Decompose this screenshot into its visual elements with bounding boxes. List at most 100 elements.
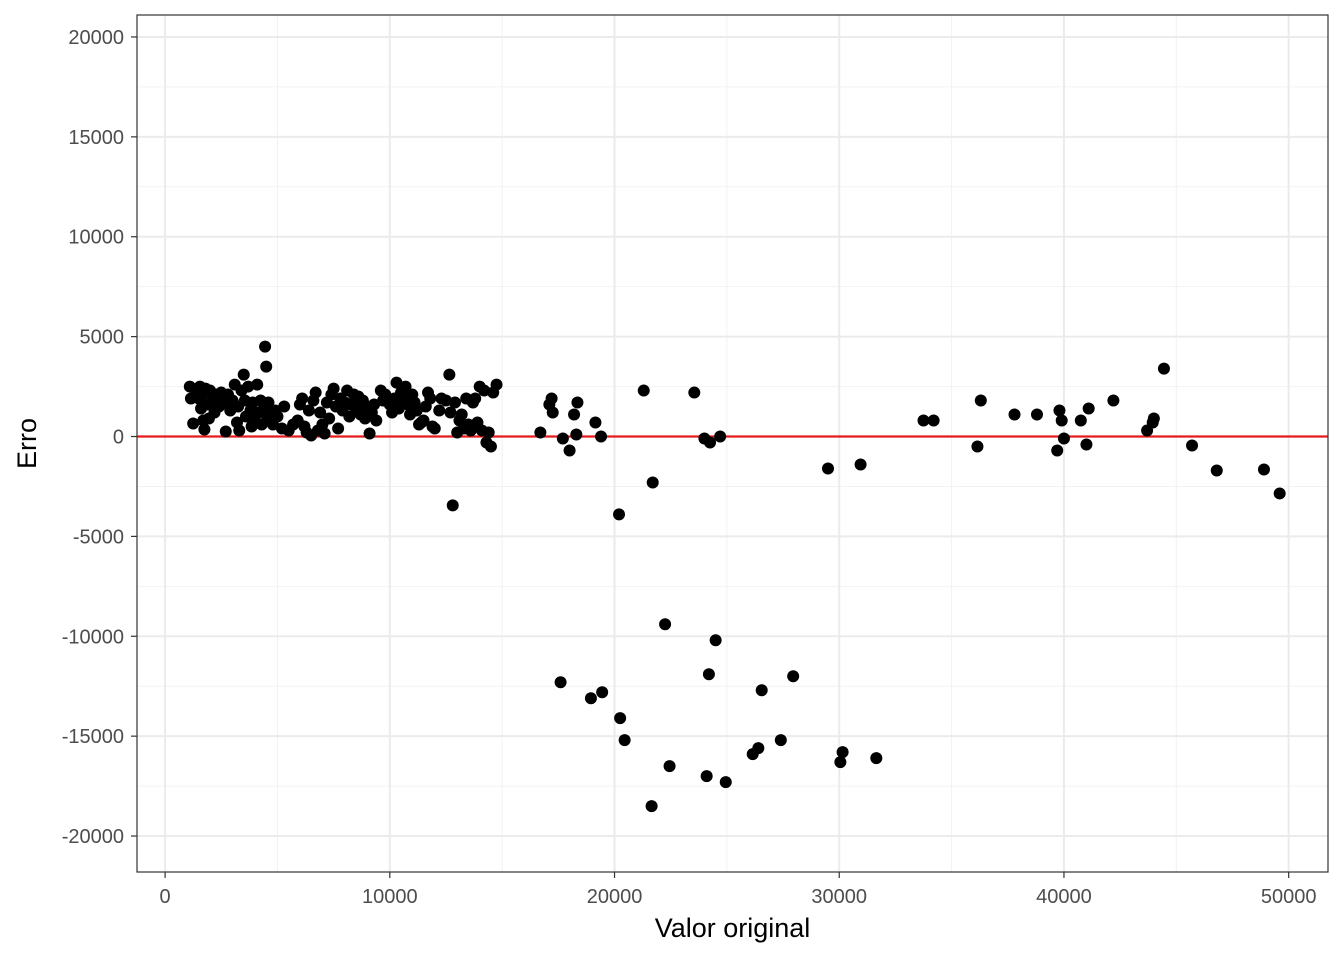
data-point (1055, 414, 1068, 427)
data-point (1186, 439, 1199, 452)
data-point (1074, 414, 1087, 427)
data-point (637, 384, 650, 397)
data-point (974, 394, 987, 407)
x-tick-label: 50000 (1261, 886, 1317, 908)
data-point (1051, 444, 1064, 457)
data-point (971, 440, 984, 453)
data-point (318, 427, 331, 440)
data-point (448, 396, 461, 409)
minor-grid (137, 15, 1328, 872)
data-point (563, 444, 576, 457)
data-point (370, 414, 383, 427)
y-tick-label: -5000 (73, 526, 124, 548)
data-point (534, 426, 547, 439)
data-point (570, 428, 583, 441)
data-point (251, 378, 264, 391)
y-axis-title: Erro (12, 418, 42, 469)
data-point (233, 424, 246, 437)
data-point (1082, 402, 1095, 415)
data-point (390, 376, 403, 389)
data-point (556, 432, 569, 445)
data-point (417, 414, 430, 427)
data-point (545, 392, 558, 405)
data-point (455, 408, 468, 421)
y-tick-label: -10000 (62, 626, 124, 648)
data-point (1107, 394, 1120, 407)
data-point (271, 410, 284, 423)
x-tick-label: 30000 (811, 886, 867, 908)
data-point (464, 424, 477, 437)
data-point (446, 499, 459, 512)
data-point (589, 416, 602, 429)
data-point (836, 746, 849, 759)
data-point (1080, 438, 1093, 451)
y-tick-label: -20000 (62, 826, 124, 848)
data-point (482, 426, 495, 439)
y-tick-label: 0 (113, 427, 124, 449)
data-point (490, 378, 503, 391)
data-point (444, 406, 457, 419)
data-point (917, 414, 930, 427)
data-point (1147, 412, 1160, 425)
data-point (614, 712, 627, 725)
data-point (323, 412, 336, 425)
data-point (198, 423, 211, 436)
data-point (410, 404, 423, 417)
data-point (646, 476, 659, 489)
data-point (439, 394, 452, 407)
data-point (714, 430, 727, 443)
data-point (704, 436, 717, 449)
data-point (571, 396, 584, 409)
data-point (187, 417, 200, 430)
data-point (659, 618, 672, 631)
data-point (262, 396, 275, 409)
y-tick-label: 5000 (80, 327, 125, 349)
data-point (1157, 362, 1170, 375)
data-point (314, 406, 327, 419)
data-point (613, 508, 626, 521)
data-point (260, 360, 273, 373)
data-point (584, 692, 597, 705)
data-point (469, 392, 482, 405)
data-point (568, 408, 581, 421)
data-point (278, 400, 291, 413)
data-points (183, 340, 1286, 813)
data-point (379, 388, 392, 401)
data-point (484, 440, 497, 453)
x-axis-title: Valor original (655, 913, 811, 943)
data-point (546, 406, 559, 419)
data-point (1210, 464, 1223, 477)
data-point (368, 398, 381, 411)
data-point (719, 776, 732, 789)
data-point (237, 368, 250, 381)
data-point (1057, 432, 1070, 445)
data-point (688, 386, 701, 399)
data-point (870, 752, 883, 765)
data-point (709, 634, 722, 647)
data-point (302, 404, 315, 417)
data-point (443, 368, 456, 381)
data-point (774, 734, 787, 747)
data-point (327, 382, 340, 395)
data-point (332, 422, 345, 435)
data-point (296, 392, 309, 405)
data-point (1053, 404, 1066, 417)
data-point (595, 430, 608, 443)
data-point (645, 800, 658, 813)
data-point (1008, 408, 1021, 421)
data-point (787, 670, 800, 683)
y-tick-label: 20000 (68, 27, 124, 49)
data-point (343, 410, 356, 423)
data-point (752, 742, 765, 755)
data-point (363, 427, 376, 440)
data-point (242, 380, 255, 393)
data-point (618, 734, 631, 747)
data-point (854, 458, 867, 471)
data-point (259, 340, 272, 353)
data-point (433, 404, 446, 417)
y-tick-label: 10000 (68, 227, 124, 249)
data-point (478, 384, 491, 397)
data-point (596, 686, 609, 699)
